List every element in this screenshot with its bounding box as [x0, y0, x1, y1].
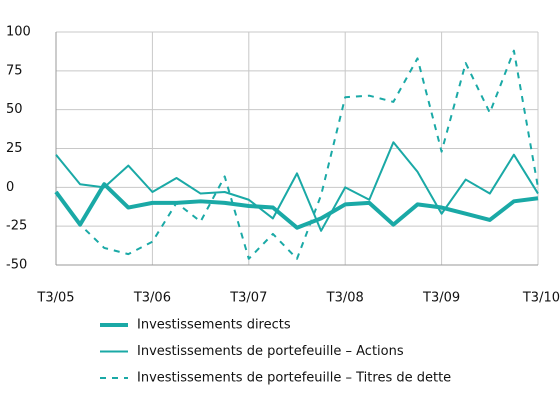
y-tick-label: 25	[6, 141, 23, 156]
y-tick-label: 0	[6, 180, 14, 195]
series-line	[55, 141, 539, 232]
y-tick-label: 75	[6, 63, 23, 78]
x-tick-label: T3/07	[229, 291, 267, 306]
y-tick-label: 100	[6, 25, 31, 40]
legend-label: Investissements directs	[137, 318, 291, 333]
x-tick-label: T3/08	[326, 291, 364, 306]
x-tick-label: T3/09	[422, 291, 460, 306]
x-tick-label: T3/10	[522, 291, 560, 306]
legend-label: Investissements de portefeuille – Titres…	[137, 371, 451, 386]
legend-label: Investissements de portefeuille – Action…	[137, 344, 404, 359]
series-line	[54, 182, 539, 230]
y-tick-label: -50	[6, 258, 27, 273]
y-tick-label: 50	[6, 102, 23, 117]
series-line	[55, 49, 539, 260]
x-tick-label: T3/05	[36, 291, 74, 306]
x-tick-label: T3/06	[133, 291, 171, 306]
y-tick-label: -25	[6, 219, 27, 234]
